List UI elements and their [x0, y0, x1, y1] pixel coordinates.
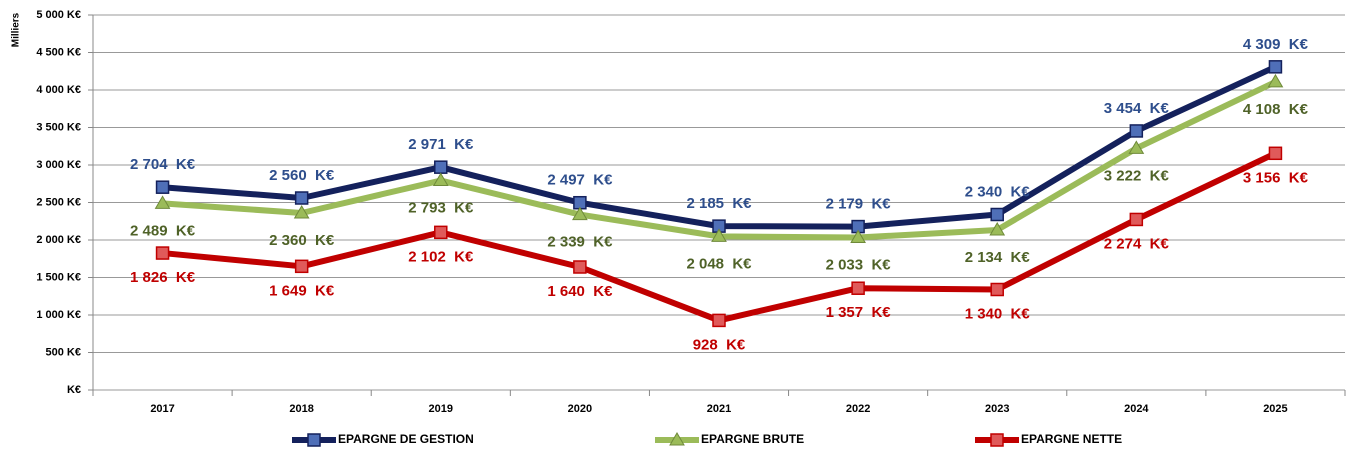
marker: [990, 207, 1004, 222]
x-tick-label: 2021: [707, 403, 731, 415]
data-label: 3 222 K€: [1104, 167, 1170, 184]
data-label: 2 489 K€: [130, 222, 196, 239]
y-tick-label: 1 000 K€: [36, 309, 81, 321]
data-label: 928 K€: [693, 336, 746, 353]
marker: [989, 221, 1006, 236]
data-label: 2 339 K€: [547, 234, 613, 251]
x-tick-label: 2023: [985, 403, 1009, 415]
y-tick-label: 2 000 K€: [36, 234, 81, 246]
data-label: 2 560 K€: [269, 167, 335, 184]
data-label: 1 340 K€: [965, 305, 1031, 322]
marker: [572, 206, 588, 221]
y-tick-label: 3 500 K€: [36, 121, 81, 133]
marker: [1129, 212, 1144, 227]
y-axis-label: Milliers: [11, 12, 22, 47]
marker: [711, 228, 727, 242]
data-label: 3 156 K€: [1243, 169, 1309, 186]
marker: [434, 160, 448, 174]
data-label: 1 649 K€: [269, 282, 335, 299]
data-label: 4 309 K€: [1243, 36, 1309, 53]
y-tick-label: 2 500 K€: [36, 196, 81, 208]
data-label: 4 108 K€: [1243, 101, 1309, 118]
marker: [1268, 60, 1283, 74]
legend-label: EPARGNE NETTE: [1021, 432, 1122, 446]
marker: [669, 432, 685, 446]
marker: [1268, 146, 1283, 161]
marker: [1129, 124, 1144, 138]
y-tick-label: 1 500 K€: [36, 271, 81, 283]
marker: [432, 172, 449, 187]
marker: [1267, 73, 1284, 88]
marker: [293, 205, 310, 219]
legend-label: EPARGNE DE GESTION: [338, 432, 474, 446]
data-label: 3 454 K€: [1104, 100, 1170, 117]
marker: [573, 260, 587, 274]
data-label: 2 274 K€: [1104, 235, 1170, 252]
data-label: 2 134 K€: [965, 249, 1031, 266]
x-tick-label: 2019: [429, 403, 453, 415]
x-tick-label: 2020: [568, 403, 592, 415]
data-label: 2 102 K€: [408, 248, 474, 265]
data-label: 2 360 K€: [269, 232, 335, 249]
marker: [154, 195, 171, 209]
data-label: 2 179 K€: [826, 196, 892, 213]
data-label: 2 497 K€: [547, 172, 613, 189]
data-label: 2 793 K€: [408, 199, 474, 216]
data-label: 2 340 K€: [965, 183, 1031, 200]
marker: [990, 433, 1004, 447]
data-label: 2 704 K€: [130, 156, 196, 173]
marker: [850, 229, 866, 244]
marker: [851, 281, 865, 295]
marker: [712, 313, 726, 328]
y-tick-label: 5 000 K€: [36, 9, 81, 21]
y-tick-label: K€: [67, 384, 81, 396]
data-label: 1 640 K€: [547, 283, 613, 300]
marker: [990, 282, 1004, 297]
x-tick-label: 2024: [1124, 403, 1149, 415]
x-tick-label: 2017: [150, 403, 174, 415]
marker: [155, 180, 170, 194]
marker: [294, 259, 309, 274]
x-tick-label: 2018: [289, 403, 313, 415]
marker: [155, 246, 170, 260]
x-tick-label: 2025: [1263, 403, 1287, 415]
marker: [1128, 140, 1145, 154]
y-tick-label: 4 000 K€: [36, 84, 81, 96]
legend-label: EPARGNE BRUTE: [701, 432, 804, 446]
y-tick-label: 500 K€: [46, 346, 81, 358]
y-tick-label: 3 000 K€: [36, 159, 81, 171]
data-label: 2 033 K€: [826, 256, 892, 273]
data-label: 2 185 K€: [686, 195, 752, 212]
data-label: 2 048 K€: [686, 255, 752, 272]
marker: [294, 191, 309, 205]
x-tick-label: 2022: [846, 403, 870, 415]
marker: [434, 225, 448, 240]
y-tick-label: 4 500 K€: [36, 46, 81, 58]
marker: [307, 433, 321, 447]
data-label: 2 971 K€: [408, 136, 474, 153]
data-label: 1 357 K€: [826, 304, 892, 321]
data-label: 1 826 K€: [130, 269, 196, 286]
